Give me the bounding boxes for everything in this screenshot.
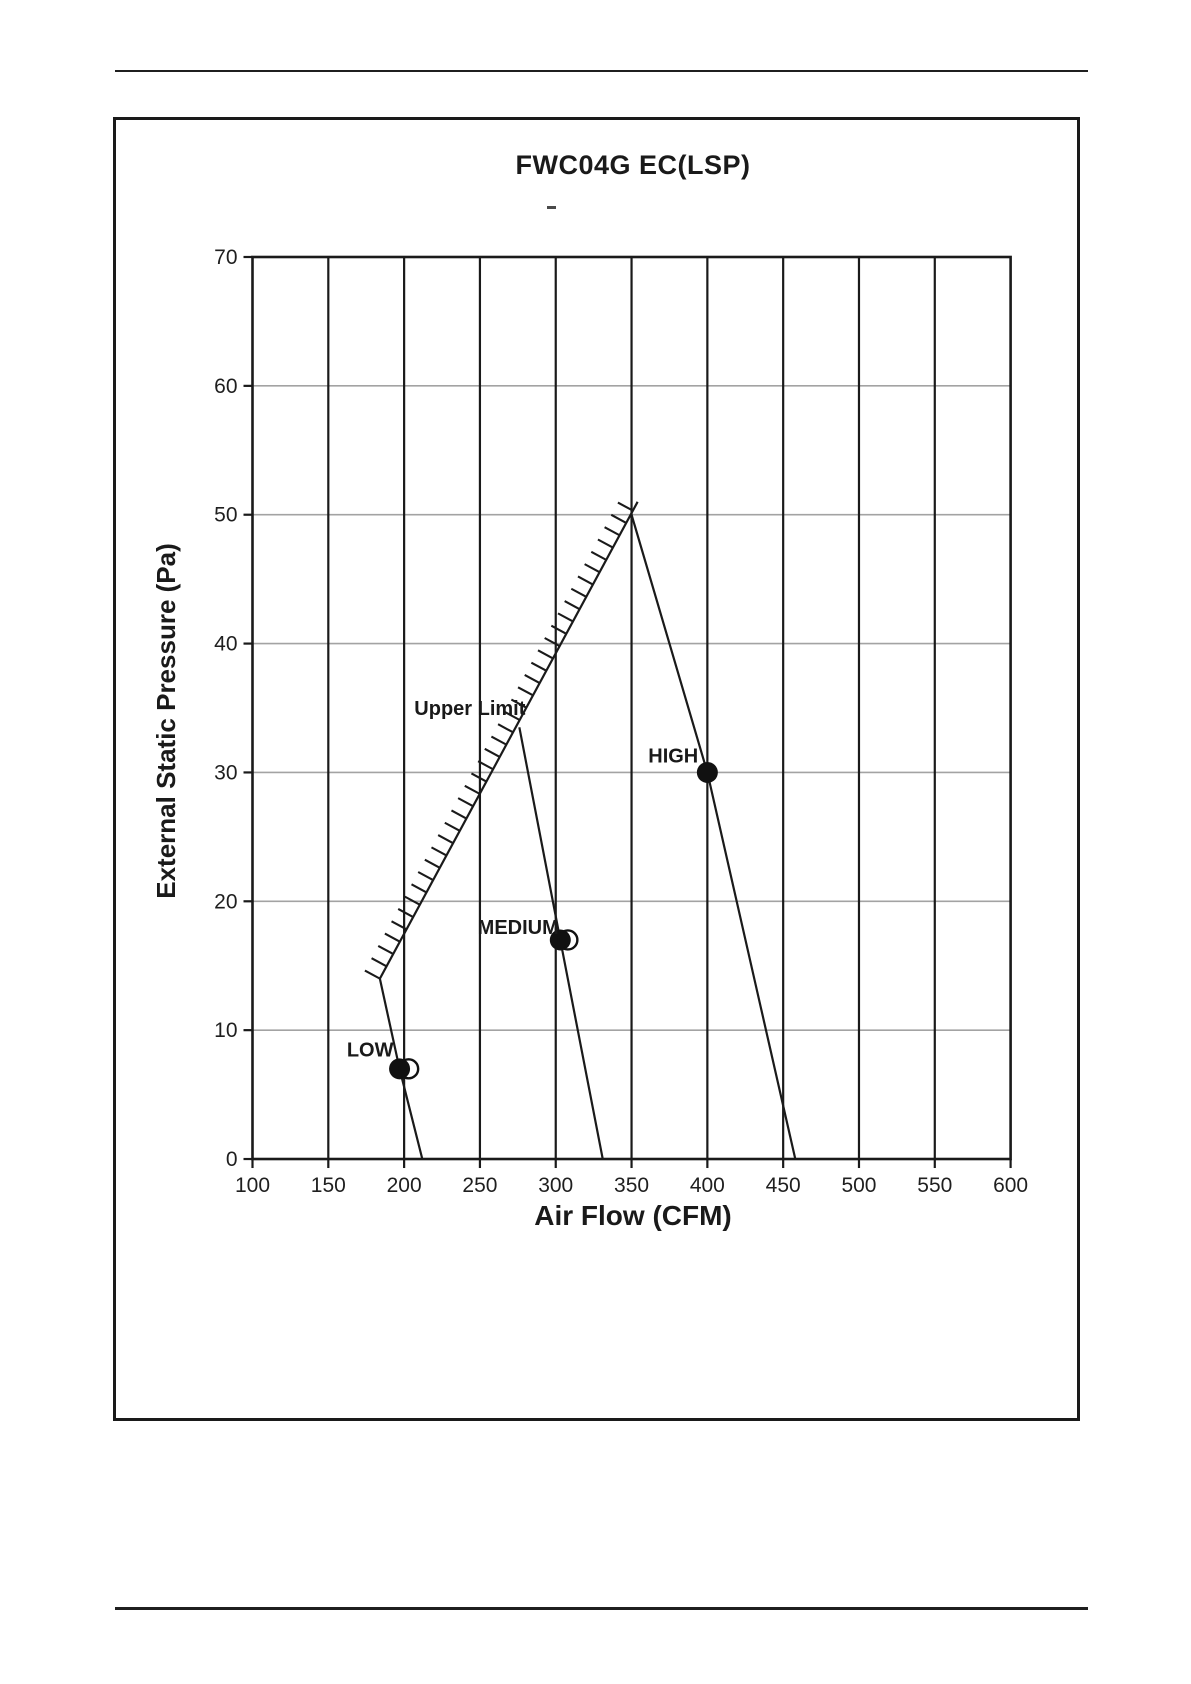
upper-limit-hatch-tick bbox=[470, 772, 487, 783]
open-marker-low bbox=[397, 1058, 420, 1080]
upper-limit-hatch-tick bbox=[524, 674, 541, 684]
upper-limit-hatch-tick bbox=[544, 637, 561, 648]
upper-limit-hatch-tick bbox=[570, 587, 587, 598]
upper-limit-hatch-tick bbox=[590, 550, 607, 561]
y-tick-label: 40 bbox=[214, 633, 237, 656]
upper-limit-hatch-tick bbox=[364, 969, 381, 980]
label-low: LOW bbox=[347, 1039, 394, 1061]
upper-limit-hatch-tick bbox=[424, 858, 441, 869]
upper-limit-hatch-tick bbox=[557, 612, 574, 623]
y-tick-label: 70 bbox=[214, 246, 237, 269]
upper-limit-hatch-tick bbox=[371, 957, 388, 968]
x-tick-label: 150 bbox=[311, 1174, 346, 1197]
label-high: HIGH bbox=[648, 746, 698, 768]
upper-limit-hatch-tick bbox=[610, 513, 627, 524]
bottom-horizontal-rule bbox=[115, 1607, 1088, 1610]
upper-limit-hatch-tick bbox=[464, 784, 481, 795]
x-tick-label: 500 bbox=[841, 1174, 876, 1197]
upper-limit-hatch-tick bbox=[550, 624, 567, 635]
upper-limit-hatch-tick bbox=[377, 944, 394, 955]
upper-limit-hatch-tick bbox=[391, 920, 407, 931]
x-tick-label: 200 bbox=[387, 1174, 422, 1197]
upper-limit-hatch-tick bbox=[497, 723, 514, 734]
upper-limit-hatch-tick bbox=[490, 735, 507, 746]
y-tick-label: 0 bbox=[226, 1148, 238, 1171]
upper-limit-hatch-tick bbox=[384, 932, 401, 943]
upper-limit-hatch-tick bbox=[411, 883, 427, 894]
upper-limit-hatch-tick bbox=[537, 649, 554, 660]
upper-limit-hatch-tick bbox=[577, 575, 594, 586]
curve-high bbox=[630, 514, 797, 1160]
upper-limit-hatch-tick bbox=[444, 821, 461, 832]
x-tick-label: 300 bbox=[538, 1174, 573, 1197]
curve-upper-limit bbox=[378, 501, 639, 980]
fan-curve-chart: 100 150 200 250 300 350 400 450 500 550 600 0 10 20 30… bbox=[214, 246, 1028, 1197]
upper-limit-hatch-tick bbox=[450, 809, 467, 820]
upper-limit-hatch-tick bbox=[477, 760, 494, 771]
x-tick-label: 600 bbox=[993, 1174, 1028, 1197]
x-tick-label: 250 bbox=[462, 1174, 497, 1197]
figure-frame: FWC04G EC(LSP) External Static Pressure … bbox=[113, 117, 1080, 1421]
upper-limit-hatch-tick bbox=[404, 895, 421, 906]
y-tick-label: 30 bbox=[214, 761, 237, 784]
x-tick-label: 350 bbox=[614, 1174, 649, 1197]
upper-limit-hatch-tick bbox=[437, 834, 454, 845]
upper-limit-hatch-tick bbox=[484, 747, 501, 758]
operating-point-high bbox=[696, 761, 718, 783]
upper-limit-hatch-tick bbox=[504, 710, 521, 721]
x-tick-label: 400 bbox=[690, 1174, 725, 1197]
open-marker-medium bbox=[557, 929, 579, 951]
upper-limit-hatch-tick bbox=[457, 797, 474, 808]
upper-limit-hatch-tick bbox=[417, 871, 434, 882]
title-dash-artifact bbox=[547, 206, 556, 209]
y-tick-label: 10 bbox=[214, 1019, 237, 1042]
label-upper-limit: Upper Limit bbox=[414, 698, 525, 720]
upper-limit-hatch-tick bbox=[397, 908, 414, 918]
y-tick-label: 20 bbox=[214, 890, 237, 913]
upper-limit-hatch-tick bbox=[564, 600, 581, 611]
upper-limit-hatch-tick bbox=[430, 846, 447, 857]
operating-point-medium bbox=[549, 929, 571, 951]
x-tick-label: 450 bbox=[766, 1174, 801, 1197]
upper-limit-hatch-tick bbox=[517, 686, 534, 697]
upper-limit-hatch-tick bbox=[604, 526, 621, 537]
chart-title: FWC04G EC(LSP) bbox=[515, 150, 751, 180]
x-tick-label: 550 bbox=[917, 1174, 952, 1197]
upper-limit-hatch-tick bbox=[617, 501, 634, 512]
upper-limit-hatch-tick bbox=[530, 661, 547, 672]
figure-content: FWC04G EC(LSP) External Static Pressure … bbox=[116, 120, 1077, 1418]
top-horizontal-rule bbox=[115, 70, 1088, 72]
x-tick-label: 100 bbox=[235, 1174, 270, 1197]
upper-limit-hatch-tick bbox=[597, 538, 614, 549]
x-axis-title: Air Flow (CFM) bbox=[534, 1200, 732, 1231]
label-medium: MEDIUM bbox=[478, 917, 559, 939]
upper-limit-hatch-tick bbox=[584, 563, 601, 574]
y-tick-label: 50 bbox=[214, 504, 237, 527]
upper-limit-hatch-tick bbox=[510, 698, 527, 709]
y-tick-label: 60 bbox=[214, 375, 237, 398]
